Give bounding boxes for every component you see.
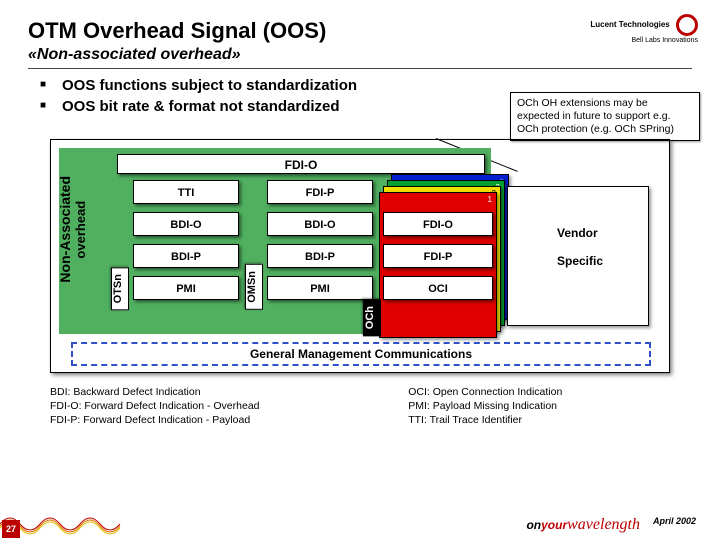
cell: BDI-O (133, 212, 239, 236)
cell: FDI-O (383, 212, 493, 236)
vendor-line1: Vendor (557, 226, 603, 240)
cell: FDI-P (383, 244, 493, 268)
gmc-bar: General Management Communications (71, 342, 651, 366)
callout-box: OCh OH extensions may be expected in fut… (510, 92, 700, 141)
cell: FDI-P (267, 180, 373, 204)
legend-right: OCI: Open Connection Indication PMI: Pay… (366, 385, 670, 428)
company-tagline: Bell Labs Innovations (631, 37, 698, 44)
cell: BDI-P (133, 244, 239, 268)
legend-left: BDI: Backward Defect Indication FDI-O: F… (50, 385, 354, 428)
logo-ring-icon (676, 14, 698, 36)
page-subtitle: «Non-associated overhead» (28, 46, 692, 64)
footer-date: April 2002 (653, 516, 696, 526)
diagram: Non-Associated overhead FDI-O n 3 2 1 TT… (50, 139, 670, 373)
col-label-omsn: OMSn (245, 264, 263, 310)
column-otsn: TTI BDI-O BDI-P PMI OTSn (115, 180, 239, 308)
divider (28, 68, 692, 69)
column-och: FDI-O FDI-P OCI (383, 212, 493, 308)
cell: PMI (267, 276, 373, 300)
vendor-box: Vendor Specific (507, 186, 649, 326)
legend: BDI: Backward Defect Indication FDI-O: F… (50, 385, 670, 428)
cell: BDI-P (267, 244, 373, 268)
cell: PMI (133, 276, 239, 300)
side-label: Non-Associated overhead (57, 176, 81, 283)
col-label-och: OCh (363, 299, 381, 336)
page-number: 27 (2, 520, 20, 538)
cell: BDI-O (267, 212, 373, 236)
cell: TTI (133, 180, 239, 204)
vendor-line2: Specific (557, 254, 603, 268)
footer-brand: onyourwavelength (526, 516, 640, 534)
col-label-otsn: OTSn (111, 267, 129, 310)
company-logo: Lucent Technologies Bell Labs Innovation… (590, 14, 698, 45)
company-name: Lucent Technologies (590, 20, 669, 29)
cell: OCI (383, 276, 493, 300)
fdio-bar: FDI-O (117, 154, 485, 174)
column-omsn: FDI-P BDI-O BDI-P PMI OMSn (249, 180, 373, 308)
